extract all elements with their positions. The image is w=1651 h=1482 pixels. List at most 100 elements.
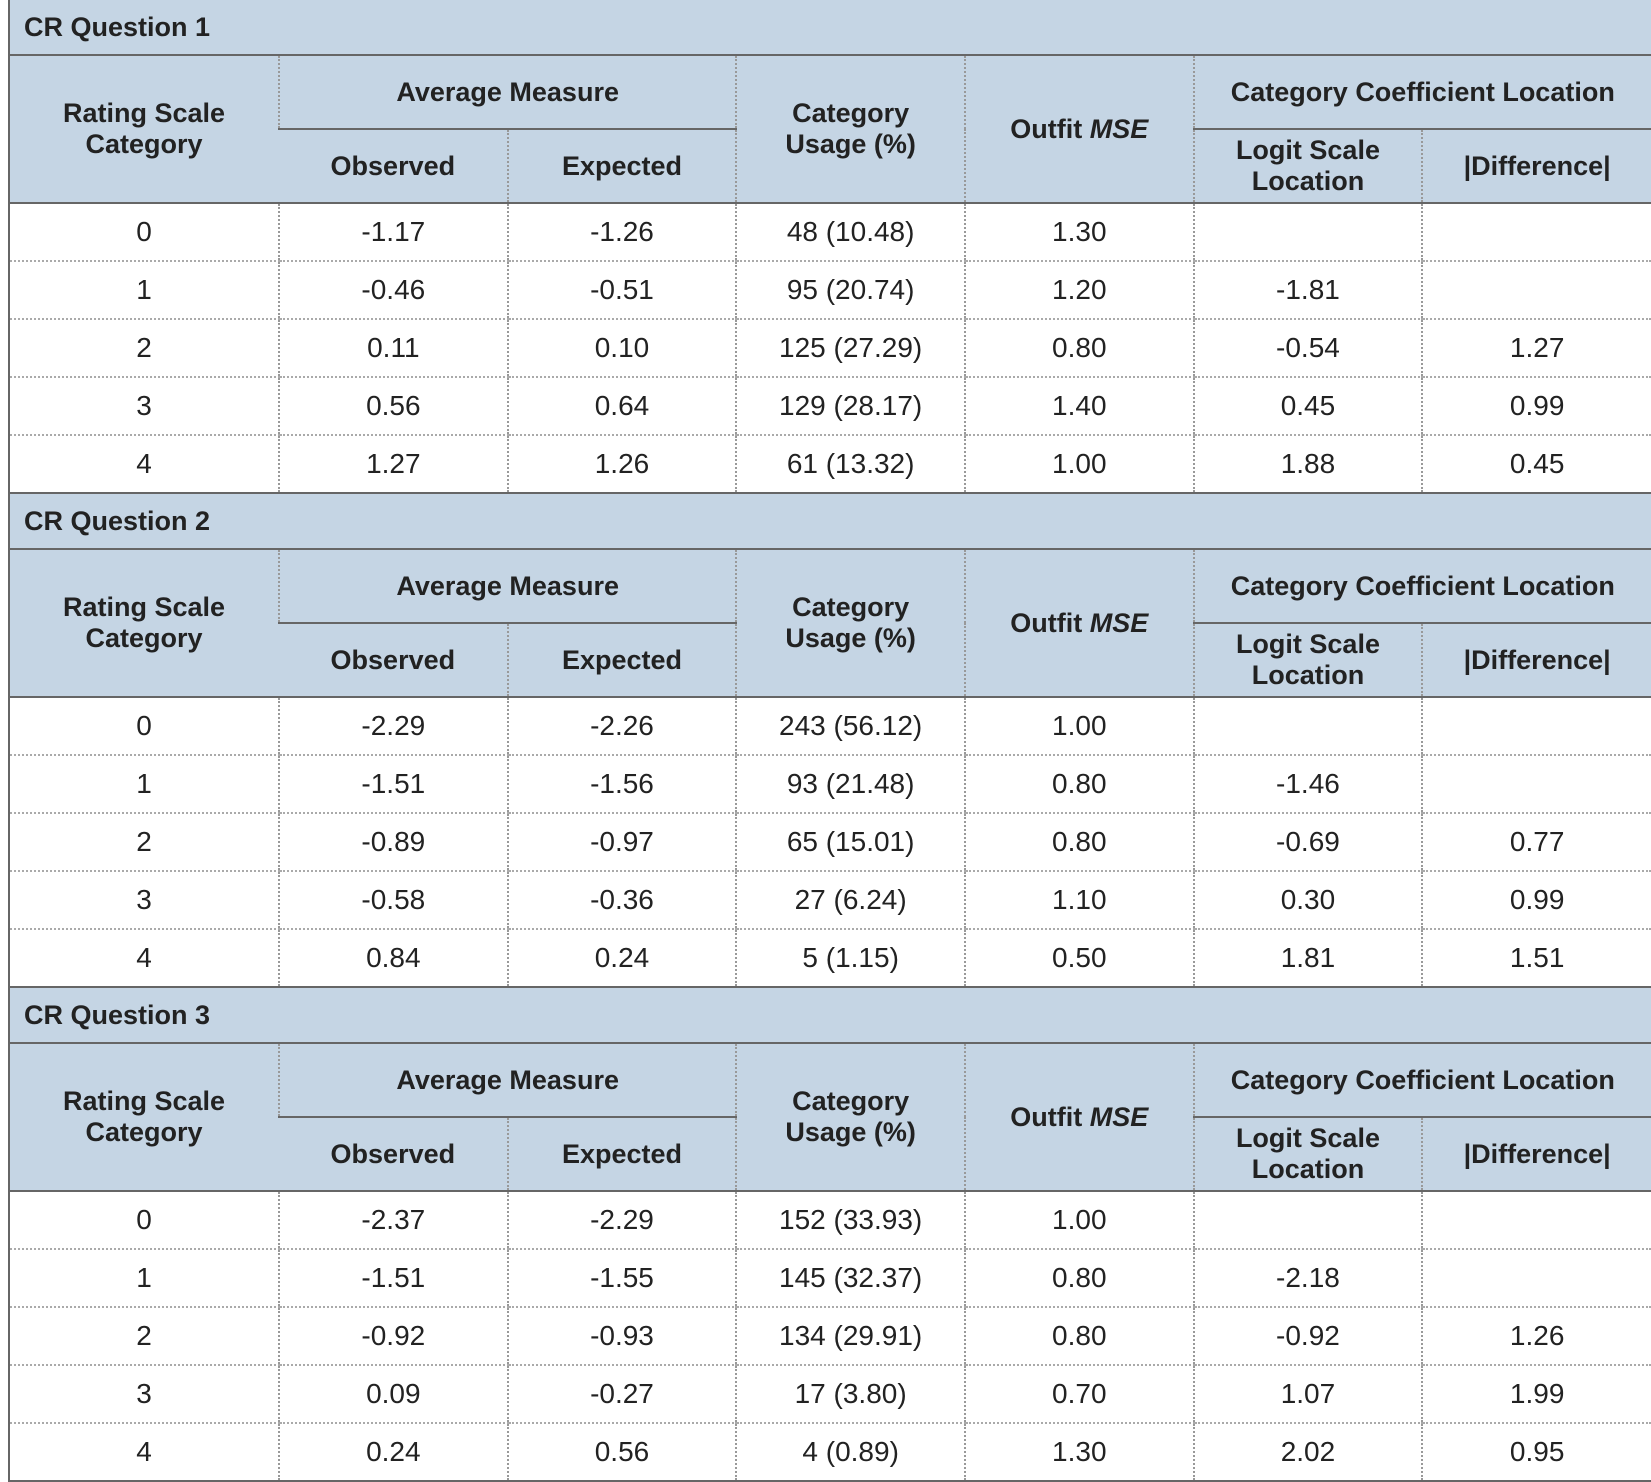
data-cell: 4 <box>9 1423 279 1482</box>
data-cell: 4 (0.89) <box>735 1423 965 1482</box>
data-cell: 1.07 <box>1192 1365 1423 1424</box>
data-cell: -1.51 <box>278 1249 508 1308</box>
data-cell: 0.70 <box>963 1365 1194 1424</box>
section: CR Question 1 Rating Scale Category Averag… <box>9 0 1651 494</box>
header-cell: Category Usage (%) <box>735 55 965 204</box>
data-row: 1 -0.46 -0.51 95 (20.74) 1.20 -1.81 <box>9 261 1651 320</box>
data-row: 4 0.84 0.24 5 (1.15) 0.50 1.81 1.51 <box>9 929 1651 988</box>
data-cell: 0.99 <box>1421 871 1651 930</box>
data-row: 2 0.11 0.10 125 (27.29) 0.80 -0.54 1.27 <box>9 319 1651 378</box>
header-cell: |Difference| <box>1421 623 1651 698</box>
data-cell <box>1421 755 1651 814</box>
data-cell: 0 <box>9 203 279 262</box>
header-row: Observed Expected Logit Scale Location |Dif… <box>9 129 1651 204</box>
data-cell <box>1192 1191 1423 1250</box>
data-cell: 61 (13.32) <box>735 435 965 494</box>
data-cell: 2.02 <box>1192 1423 1423 1482</box>
data-cell: 0.80 <box>963 319 1194 378</box>
section: CR Question 3 Rating Scale Category Averag… <box>9 987 1651 1482</box>
data-cell: -0.89 <box>278 813 508 872</box>
data-cell: -0.36 <box>506 871 737 930</box>
data-cell: -0.92 <box>1192 1307 1423 1366</box>
data-cell: 0.80 <box>963 755 1194 814</box>
rating-scale-table: CR Question 1 Rating Scale Category Averag… <box>8 0 1651 1482</box>
data-cell: 93 (21.48) <box>735 755 965 814</box>
section-title: CR Question 3 <box>9 987 1651 1044</box>
data-cell <box>1421 1249 1651 1308</box>
header-cell: Category Usage (%) <box>735 549 965 698</box>
data-cell: -0.69 <box>1192 813 1423 872</box>
header-cell: Average Measure <box>277 55 737 130</box>
data-cell: 2 <box>9 319 279 378</box>
header-cell: Logit Scale Location <box>1192 129 1423 204</box>
data-cell: 1.00 <box>963 697 1194 756</box>
section-title-row: CR Question 1 <box>9 0 1651 56</box>
header-cell: Outfit MSE <box>963 1043 1194 1192</box>
header-cell: Category Coefficient Location <box>1192 55 1651 130</box>
header-cell: Category Usage (%) <box>735 1043 965 1192</box>
data-row: 4 1.27 1.26 61 (13.32) 1.00 1.88 0.45 <box>9 435 1651 494</box>
data-cell: 129 (28.17) <box>735 377 965 436</box>
data-cell: -1.51 <box>278 755 508 814</box>
data-cell: 0.64 <box>506 377 737 436</box>
header-cell: Rating Scale Category <box>9 549 279 698</box>
data-cell: -0.97 <box>506 813 737 872</box>
data-cell: 4 <box>9 435 279 494</box>
data-cell: 4 <box>9 929 279 988</box>
data-cell: 0 <box>9 1191 279 1250</box>
data-cell: -1.81 <box>1192 261 1423 320</box>
data-cell: 1.99 <box>1421 1365 1651 1424</box>
data-cell: 0.30 <box>1192 871 1423 930</box>
data-cell: 0.45 <box>1192 377 1423 436</box>
data-cell: -2.37 <box>278 1191 508 1250</box>
data-cell: 3 <box>9 377 279 436</box>
data-cell: -2.29 <box>506 1191 737 1250</box>
data-cell: 0.56 <box>278 377 508 436</box>
header-cell: Expected <box>506 623 737 698</box>
data-cell: 0.50 <box>963 929 1194 988</box>
header-cell: Observed <box>279 623 508 698</box>
data-cell: 2 <box>9 813 279 872</box>
data-row: 2 -0.89 -0.97 65 (15.01) 0.80 -0.69 0.77 <box>9 813 1651 872</box>
data-cell: 0.99 <box>1421 377 1651 436</box>
data-cell: 1.81 <box>1192 929 1423 988</box>
header-cell: Rating Scale Category <box>9 1043 279 1192</box>
data-cell: 0.56 <box>506 1423 737 1482</box>
data-cell: 1.51 <box>1421 929 1651 988</box>
header-cell: Outfit MSE <box>963 55 1194 204</box>
data-cell: -1.17 <box>278 203 508 262</box>
data-cell: 1 <box>9 261 279 320</box>
data-row: 2 -0.92 -0.93 134 (29.91) 0.80 -0.92 1.26 <box>9 1307 1651 1366</box>
data-row: 0 -2.29 -2.26 243 (56.12) 1.00 <box>9 697 1651 756</box>
data-cell: -0.46 <box>278 261 508 320</box>
data-cell: 243 (56.12) <box>735 697 965 756</box>
data-cell: 1.27 <box>278 435 508 494</box>
data-cell: 0.95 <box>1421 1423 1651 1482</box>
data-cell <box>1192 697 1423 756</box>
header-cell: Observed <box>279 1117 508 1192</box>
data-cell: 48 (10.48) <box>735 203 965 262</box>
data-cell: 1.30 <box>963 203 1194 262</box>
data-row: 0 -1.17 -1.26 48 (10.48) 1.30 <box>9 203 1651 262</box>
data-cell: 1.30 <box>963 1423 1194 1482</box>
data-cell: 0.10 <box>506 319 737 378</box>
data-cell: 1.20 <box>963 261 1194 320</box>
data-cell <box>1421 697 1651 756</box>
section-title-row: CR Question 3 <box>9 987 1651 1044</box>
data-row: 1 -1.51 -1.56 93 (21.48) 0.80 -1.46 <box>9 755 1651 814</box>
data-cell: 27 (6.24) <box>735 871 965 930</box>
data-cell <box>1421 203 1651 262</box>
header-cell: Average Measure <box>277 549 737 624</box>
data-cell: 1.00 <box>963 1191 1194 1250</box>
header-row: Rating Scale Category Average Measure Cate… <box>9 55 1651 204</box>
data-cell: -0.54 <box>1192 319 1423 378</box>
data-cell <box>1421 261 1651 320</box>
data-cell: 3 <box>9 871 279 930</box>
data-cell: 1.26 <box>1421 1307 1651 1366</box>
header-cell: Category Coefficient Location <box>1192 1043 1651 1118</box>
data-cell <box>1421 1191 1651 1250</box>
header-row: Rating Scale Category Average Measure Cate… <box>9 1043 1651 1192</box>
data-cell: 3 <box>9 1365 279 1424</box>
data-cell: 1 <box>9 755 279 814</box>
data-cell: 1 <box>9 1249 279 1308</box>
